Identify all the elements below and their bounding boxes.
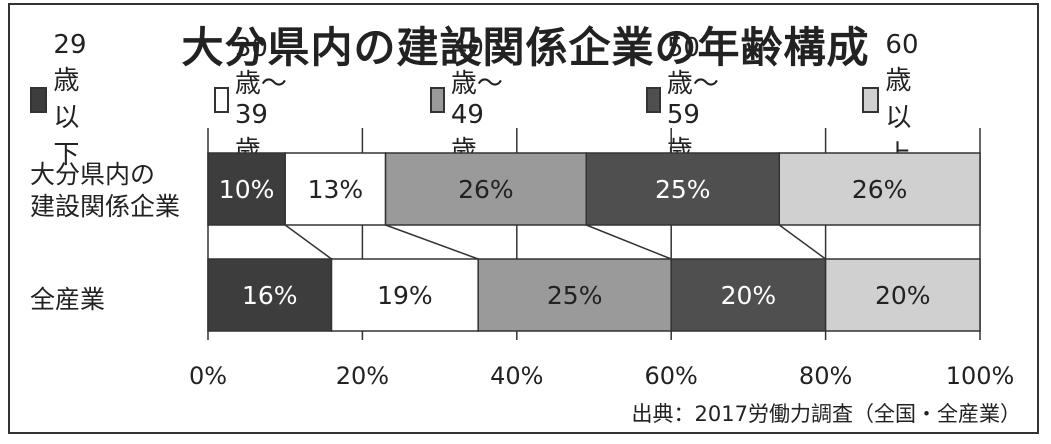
category-label-construction: 大分県内の 建設関係企業 bbox=[30, 160, 181, 221]
legend-label-40-49: 40歳～49歳 bbox=[450, 33, 503, 166]
bar-label: 16% bbox=[242, 281, 298, 310]
legend-swatch-60-over bbox=[862, 87, 880, 113]
bar-label: 19% bbox=[377, 281, 433, 310]
legend-swatch-29-under bbox=[30, 87, 48, 113]
legend-label-30-39: 30歳～39歳 bbox=[234, 33, 287, 166]
bar-label: 26% bbox=[852, 175, 908, 204]
legend-swatch-40-49 bbox=[430, 87, 445, 113]
legend-swatch-50-59 bbox=[646, 87, 661, 113]
connector-line bbox=[284, 224, 332, 260]
bar-label: 20% bbox=[721, 281, 777, 310]
bar-segment bbox=[330, 258, 479, 332]
connector-line bbox=[586, 224, 672, 260]
legend-item-30-39: 30歳～39歳 bbox=[214, 33, 287, 166]
x-tick-label: 20% bbox=[336, 362, 389, 390]
source-note: 出典：2017労働力調査（全国・全産業） bbox=[631, 402, 1021, 426]
bar-label: 26% bbox=[458, 175, 514, 204]
chart-frame bbox=[8, 3, 1039, 434]
bar-label: 13% bbox=[308, 175, 364, 204]
bar-label: 25% bbox=[547, 281, 603, 310]
bar-segment bbox=[384, 152, 588, 226]
bar-segment bbox=[284, 152, 387, 226]
legend-item-29-under: 29歳以下 bbox=[30, 30, 103, 170]
legend-item-40-49: 40歳～49歳 bbox=[430, 33, 503, 166]
category-label-all-industries: 全産業 bbox=[30, 285, 106, 314]
x-tick-label: 80% bbox=[799, 362, 852, 390]
x-tick-label: 60% bbox=[645, 362, 698, 390]
bar-segment bbox=[207, 152, 286, 226]
x-tick-label: 40% bbox=[490, 362, 543, 390]
bar-segment bbox=[477, 258, 672, 332]
legend-swatch-30-39 bbox=[214, 87, 229, 113]
bar-segment bbox=[824, 258, 981, 332]
x-tick-label: 100% bbox=[946, 362, 1015, 390]
legend-label-29-under: 29歳以下 bbox=[53, 29, 87, 170]
connector-line bbox=[778, 224, 827, 260]
bar-label: 20% bbox=[875, 281, 931, 310]
bar-label: 10% bbox=[219, 175, 275, 204]
bar-segment bbox=[778, 152, 981, 226]
chart-title: 大分県内の建設関係企業の年齢構成 bbox=[181, 23, 870, 72]
bar-label: 25% bbox=[655, 175, 711, 204]
x-tick-label: 0% bbox=[189, 362, 227, 390]
connector-line bbox=[385, 224, 479, 260]
